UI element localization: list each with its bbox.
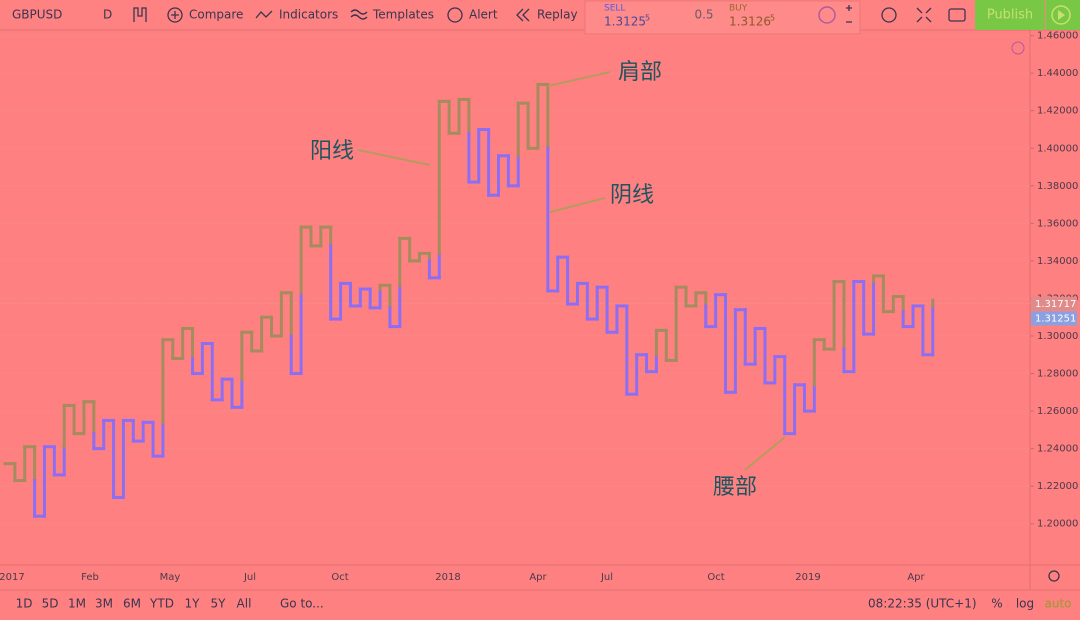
x-tick-label: Jul	[243, 572, 256, 583]
x-tick-label: 2019	[795, 572, 820, 583]
percent-toggle[interactable]: %	[991, 597, 1002, 611]
bottom-bar: 1D 5D 1M 3M 6M YTD 1Y 5Y All	[16, 597, 252, 611]
x-tick-label: Apr	[907, 572, 925, 583]
zoom-icon[interactable]	[846, 5, 852, 23]
play-icon	[1051, 5, 1071, 25]
chart: 1.46000 1.44000 1.42000 1.40000 1.38000 1.360…	[0, 31, 1078, 583]
clock: 08:22:35 (UTC+1)	[868, 597, 977, 611]
info-icon[interactable]	[818, 6, 836, 24]
replay-icon[interactable]	[516, 8, 530, 22]
alert-icon[interactable]	[447, 7, 463, 23]
alert-button[interactable]: Alert	[469, 8, 498, 22]
axis-settings-icon[interactable]	[1048, 570, 1060, 582]
y-tick-label: 1.40000	[1037, 143, 1078, 154]
snapshot-icon[interactable]	[948, 8, 966, 22]
price-tag	[1031, 311, 1077, 326]
annotation: 阴线	[610, 182, 654, 207]
toolbar	[0, 0, 1080, 30]
range-button[interactable]: 5Y	[211, 597, 227, 611]
buy-price[interactable]: 1.3126	[729, 15, 771, 29]
buy-pip: 5	[770, 14, 775, 23]
y-tick-label: 1.28000	[1037, 369, 1078, 380]
trade-panel	[584, 0, 861, 35]
play-triangle	[1058, 10, 1065, 20]
publish-button[interactable]: Publish	[987, 8, 1033, 23]
range-button[interactable]: 6M	[123, 597, 141, 611]
y-tick-label: 1.22000	[1037, 481, 1078, 492]
publish-button-bg[interactable]	[975, 0, 1045, 30]
compare-button[interactable]: Compare	[189, 8, 243, 22]
buy-label[interactable]: BUY	[729, 4, 748, 14]
range-button[interactable]: All	[237, 597, 252, 611]
annotation-leader	[357, 149, 431, 166]
y-tick-label: 1.20000	[1037, 519, 1078, 530]
x-tick-label: May	[160, 572, 181, 583]
log-toggle[interactable]: log	[1016, 597, 1034, 611]
y-tick-label: 1.44000	[1037, 68, 1078, 79]
templates-button[interactable]: Templates	[372, 8, 434, 22]
fullscreen-icon[interactable]	[916, 7, 932, 23]
y-tick-label: 1.24000	[1037, 444, 1078, 455]
annotation-leader	[549, 197, 606, 213]
y-tick-label: 1.26000	[1037, 406, 1078, 417]
sell-label[interactable]: SELL	[604, 4, 625, 14]
range-button[interactable]: 1D	[16, 597, 33, 611]
annotation: 阳线	[310, 138, 354, 163]
sell-price[interactable]: 1.3125	[604, 15, 646, 29]
y-tick-label: 1.46000	[1037, 31, 1078, 42]
x-tick-label: 2017	[0, 572, 25, 583]
chart-info-icon[interactable]	[1011, 41, 1025, 55]
range-button[interactable]: YTD	[149, 597, 174, 611]
range-button[interactable]: 1Y	[185, 597, 201, 611]
price-tag	[1031, 296, 1077, 311]
range-button[interactable]: 3M	[95, 597, 113, 611]
x-tick-label: Feb	[81, 572, 99, 583]
annotation: 肩部	[618, 59, 662, 84]
range-button[interactable]: 5D	[42, 597, 59, 611]
price-tag-label: 1.31251	[1035, 313, 1076, 324]
goto-button[interactable]: Go to...	[280, 597, 324, 611]
replay-button[interactable]: Replay	[537, 8, 578, 22]
y-tick-label: 1.42000	[1037, 106, 1078, 117]
chart-type-icon[interactable]	[133, 7, 147, 22]
compare-icon-plus	[171, 11, 179, 19]
y-tick-label: 1.38000	[1037, 181, 1078, 192]
annotation: 腰部	[713, 474, 757, 499]
x-tick-label: Oct	[707, 572, 724, 583]
annotation-leader	[547, 71, 611, 87]
y-tick-label: 1.34000	[1037, 256, 1078, 267]
y-tick-label: 1.36000	[1037, 218, 1078, 229]
price-tag-label: 1.31717	[1035, 299, 1076, 310]
templates-icon[interactable]	[350, 9, 368, 20]
x-tick-label: 2018	[435, 572, 460, 583]
auto-toggle[interactable]: auto	[1044, 597, 1071, 611]
y-tick-label: 1.30000	[1037, 331, 1078, 342]
spread: 0.5	[694, 8, 713, 22]
range-button[interactable]: 1M	[68, 597, 86, 611]
x-tick-label: Oct	[331, 572, 348, 583]
indicators-icon[interactable]	[255, 10, 273, 19]
annotation-leader	[744, 436, 786, 471]
symbol[interactable]: GBPUSD	[12, 8, 62, 22]
x-tick-label: Apr	[529, 572, 547, 583]
interval[interactable]: D	[103, 8, 112, 22]
x-tick-label: Jul	[600, 572, 613, 583]
sell-pip: 5	[645, 14, 650, 23]
compare-icon[interactable]	[167, 7, 183, 23]
settings-icon[interactable]	[881, 7, 897, 23]
indicators-button[interactable]: Indicators	[279, 8, 338, 22]
